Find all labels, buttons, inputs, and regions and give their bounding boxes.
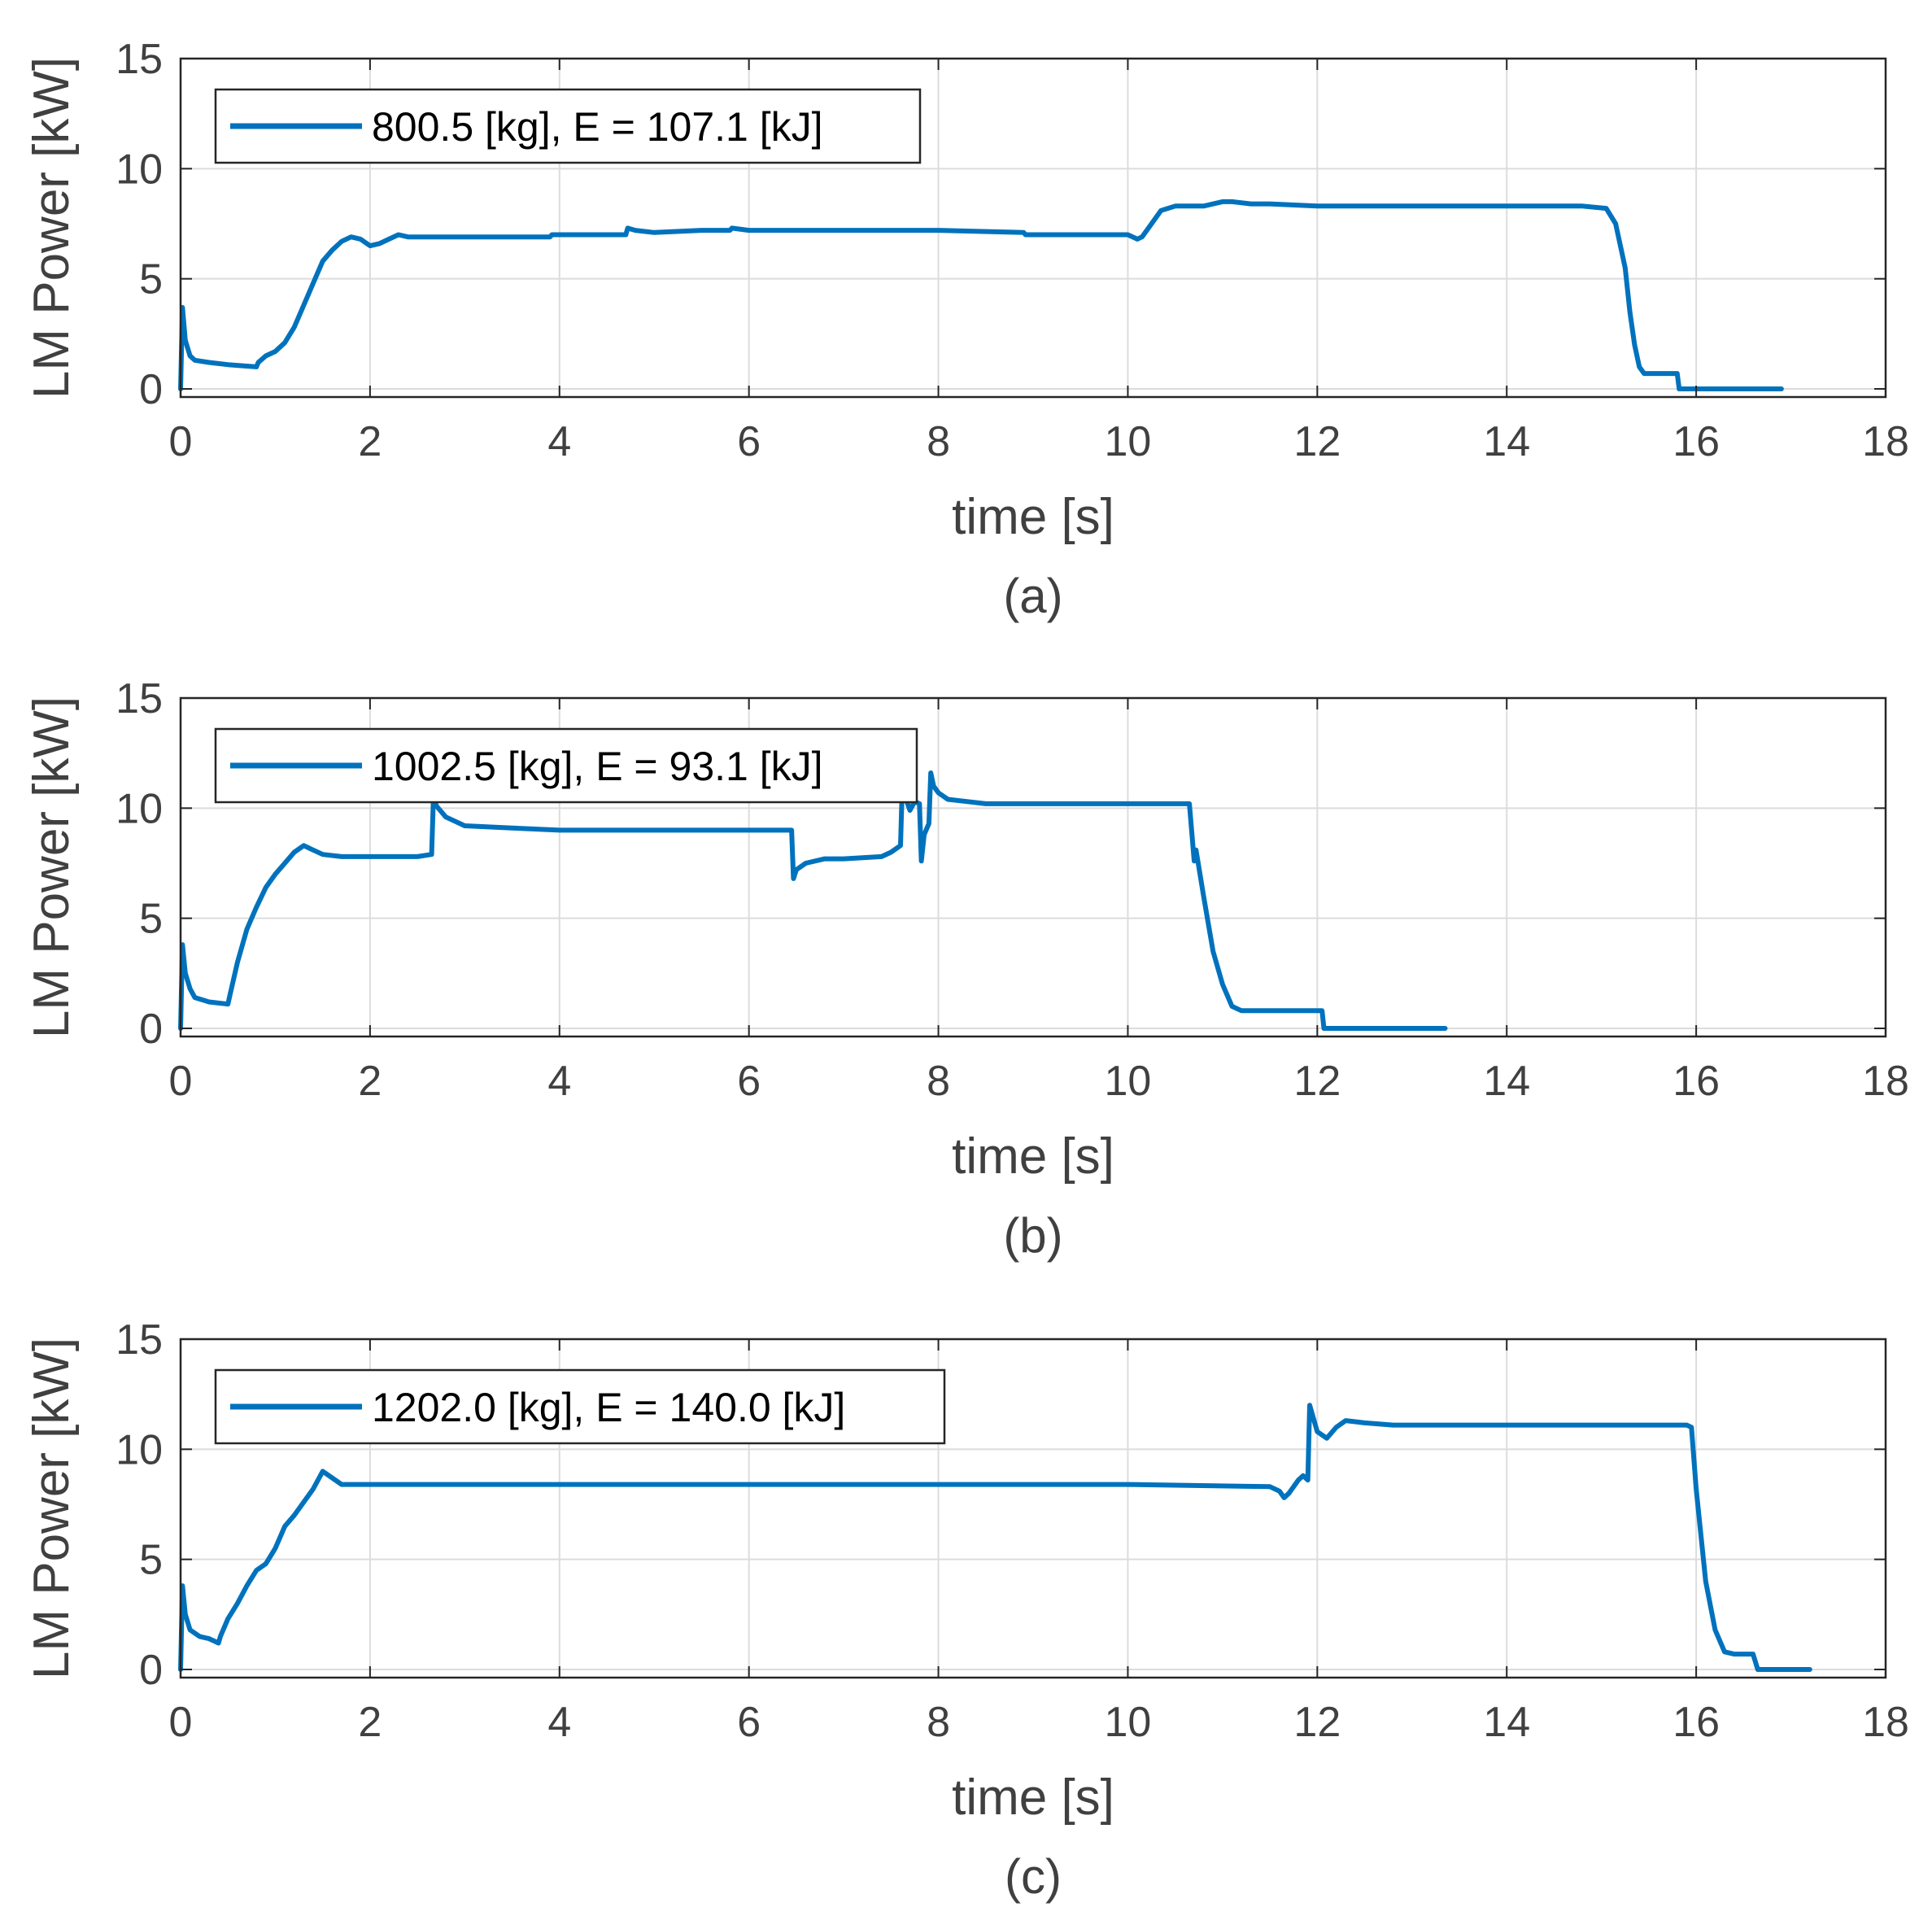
x-tick-label: 8	[927, 1699, 950, 1746]
y-tick-label: 15	[116, 675, 163, 722]
y-axis-label: LM Power [kW]	[24, 57, 80, 399]
x-tick-label: 0	[169, 1699, 193, 1746]
axes-box	[179, 1338, 1887, 1679]
x-tick-label: 4	[547, 418, 571, 465]
x-axis-label: time [s]	[952, 1128, 1114, 1185]
x-tick-label: 18	[1862, 1699, 1909, 1746]
y-tick-label: 0	[139, 1006, 163, 1053]
y-axis-label: LM Power [kW]	[24, 696, 80, 1038]
x-tick-label: 2	[358, 418, 382, 465]
x-tick-label: 4	[547, 1699, 571, 1746]
x-tick-label: 16	[1673, 1058, 1720, 1105]
axes-box	[179, 57, 1887, 399]
y-tick-label: 15	[116, 1316, 163, 1364]
series-line	[178, 199, 1784, 391]
y-tick-label: 15	[116, 36, 163, 83]
legend: 800.5 [kg], E = 107.1 [kJ]	[214, 88, 922, 164]
series-line	[178, 770, 1448, 1031]
x-tick-label: 16	[1673, 1699, 1720, 1746]
y-tick-label: 10	[116, 146, 163, 193]
legend-entry: 1002.5 [kg], E = 93.1 [kJ]	[372, 744, 823, 789]
y-tick-label: 0	[139, 366, 163, 413]
y-axis-label: LM Power [kW]	[24, 1338, 80, 1679]
chart-panel-b: 0 2 4 6 8 10 12 14 16 18 0 5 10 15 time [s] LM Power [k…	[24, 675, 1909, 1263]
y-tick-label: 10	[116, 785, 163, 832]
x-tick-label: 6	[737, 418, 761, 465]
y-tick-label: 10	[116, 1426, 163, 1473]
series-line	[178, 1403, 1812, 1672]
x-tick-label: 16	[1673, 418, 1720, 465]
x-tick-label: 6	[737, 1058, 761, 1105]
x-tick-label: 6	[737, 1699, 761, 1746]
x-tick-label: 18	[1862, 1058, 1909, 1105]
legend: 1202.0 [kg], E = 140.0 [kJ]	[214, 1368, 946, 1445]
x-tick-label: 0	[169, 1058, 193, 1105]
panel-label: (b)	[1003, 1208, 1062, 1263]
x-tick-label: 8	[927, 1058, 950, 1105]
legend: 1002.5 [kg], E = 93.1 [kJ]	[214, 727, 918, 804]
y-tick-label: 5	[139, 256, 163, 303]
x-tick-label: 2	[358, 1699, 382, 1746]
y-tick-label: 0	[139, 1647, 163, 1694]
x-tick-label: 14	[1483, 418, 1530, 465]
y-tick-label: 5	[139, 896, 163, 943]
panel-label: (a)	[1003, 569, 1062, 623]
x-tick-label: 10	[1105, 1058, 1152, 1105]
x-tick-label: 0	[169, 418, 193, 465]
panel-label: (c)	[1005, 1849, 1062, 1904]
chart-panel-a: 0 2 4 6 8 10 12 14 16 18 0 5 10 15 time [s] LM Power [k…	[24, 36, 1909, 623]
legend-entry: 1202.0 [kg], E = 140.0 [kJ]	[372, 1385, 845, 1430]
x-tick-label: 14	[1483, 1058, 1530, 1105]
x-tick-label: 14	[1483, 1699, 1530, 1746]
x-tick-label: 8	[927, 418, 950, 465]
axes-box	[179, 696, 1887, 1038]
x-tick-label: 12	[1293, 1699, 1341, 1746]
x-tick-label: 4	[547, 1058, 571, 1105]
x-tick-label: 10	[1105, 418, 1152, 465]
x-tick-label: 18	[1862, 418, 1909, 465]
x-tick-label: 2	[358, 1058, 382, 1105]
legend-entry: 800.5 [kg], E = 107.1 [kJ]	[372, 104, 823, 150]
x-tick-label: 12	[1293, 418, 1341, 465]
x-axis-label: time [s]	[952, 1770, 1114, 1826]
y-tick-label: 5	[139, 1537, 163, 1584]
chart-panel-c: 0 2 4 6 8 10 12 14 16 18 0 5 10 15 time [s] LM Power [k…	[24, 1316, 1909, 1904]
x-tick-label: 12	[1293, 1058, 1341, 1105]
x-axis-label: time [s]	[952, 489, 1114, 545]
x-tick-label: 10	[1105, 1699, 1152, 1746]
